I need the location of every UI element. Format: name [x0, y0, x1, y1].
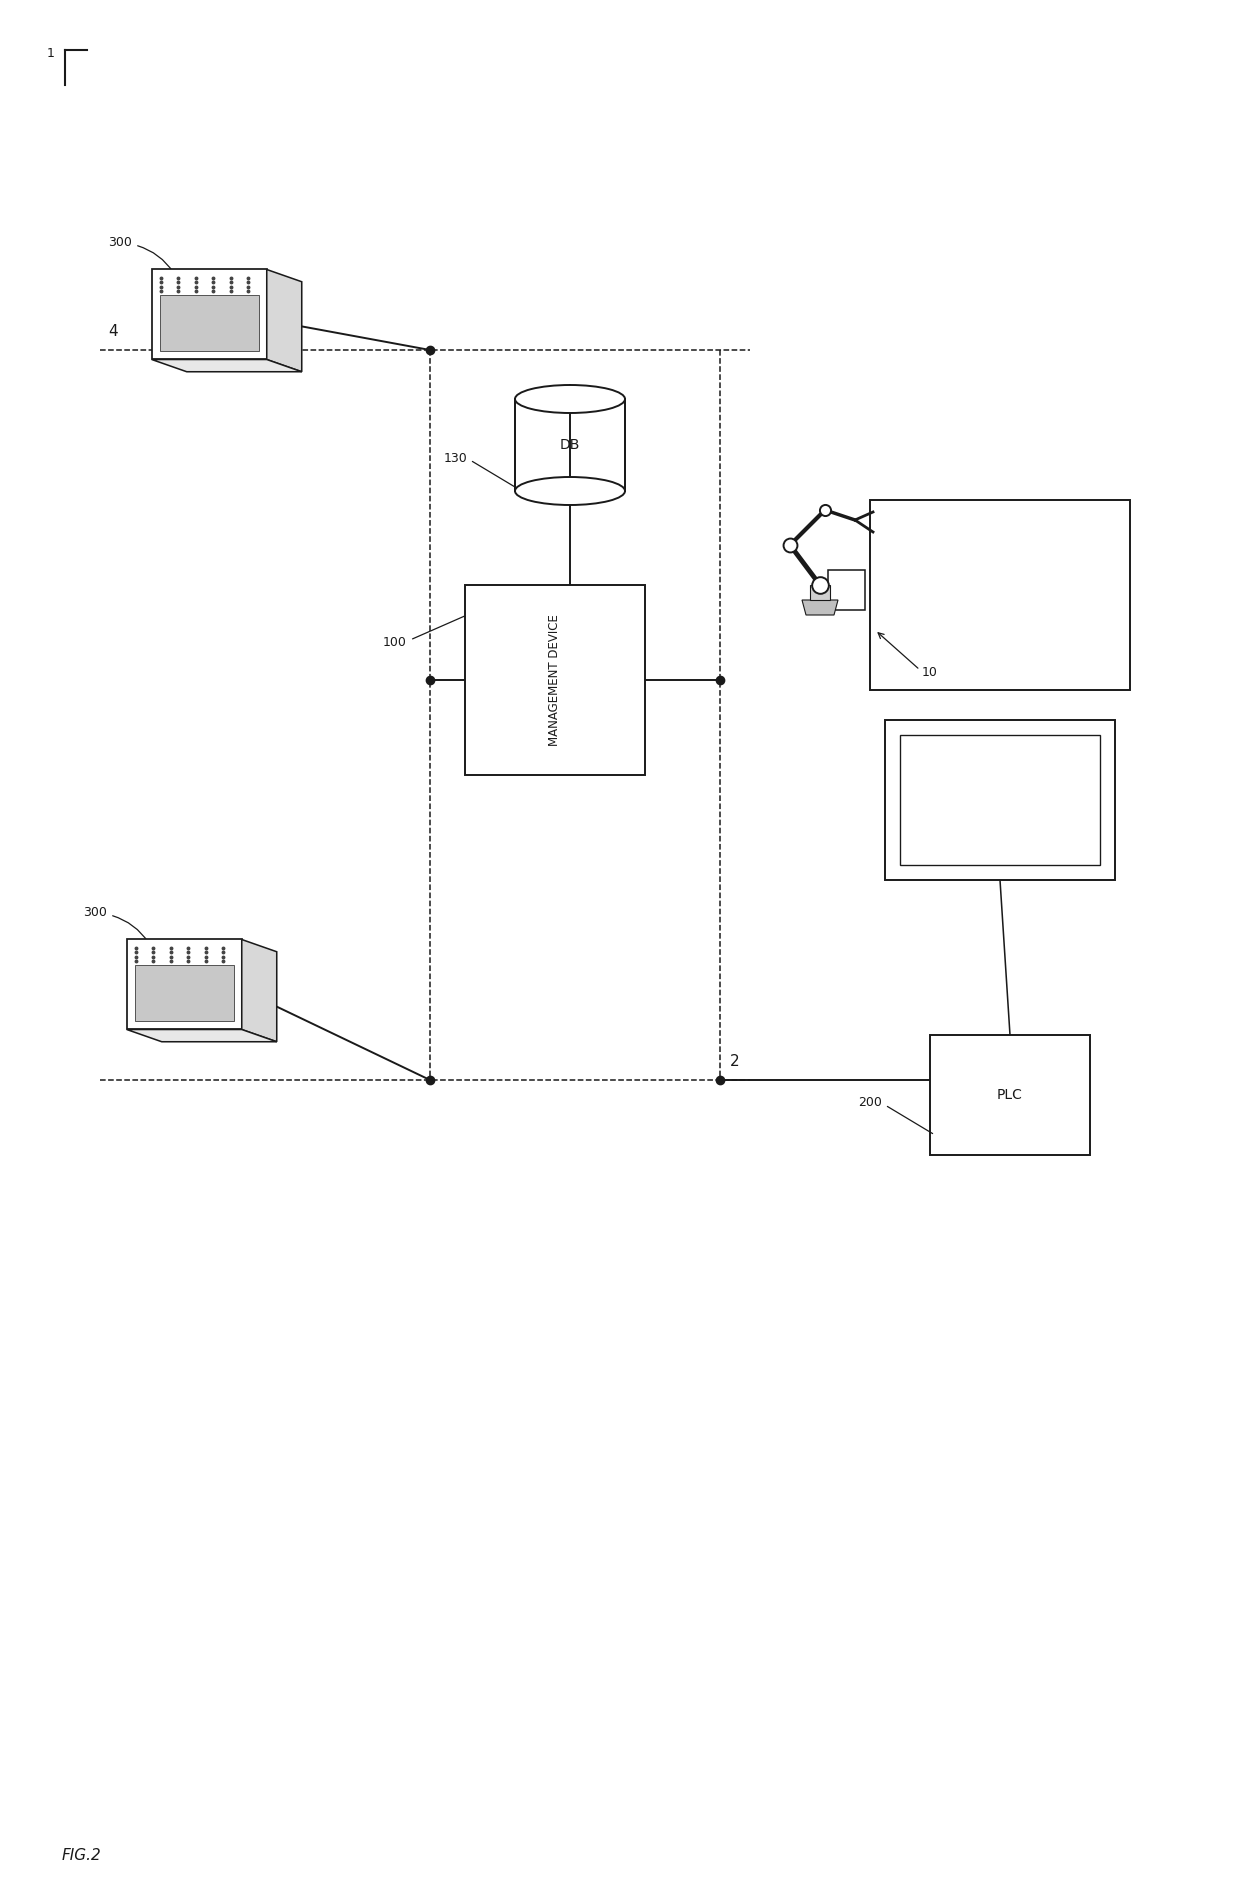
Text: 100: 100	[383, 636, 407, 649]
Text: 1: 1	[47, 47, 55, 61]
Ellipse shape	[515, 477, 625, 505]
Bar	[900, 734, 1100, 865]
Text: 4: 4	[108, 324, 118, 339]
Polygon shape	[267, 269, 301, 371]
Text: DB: DB	[559, 439, 580, 452]
Text: 300: 300	[108, 236, 131, 250]
Polygon shape	[126, 1029, 277, 1042]
Text: 200: 200	[858, 1097, 882, 1109]
Polygon shape	[151, 269, 267, 359]
Polygon shape	[802, 600, 838, 615]
Polygon shape	[828, 569, 866, 609]
Text: 2: 2	[730, 1054, 739, 1069]
Polygon shape	[135, 965, 234, 1022]
Polygon shape	[126, 940, 242, 1029]
Text: 130: 130	[443, 452, 467, 465]
Polygon shape	[160, 295, 259, 352]
Polygon shape	[151, 359, 301, 371]
Polygon shape	[242, 940, 277, 1042]
Text: MANAGEMENT DEVICE: MANAGEMENT DEVICE	[548, 615, 562, 745]
Text: 10: 10	[923, 666, 937, 679]
Text: FIG.2: FIG.2	[62, 1848, 102, 1864]
Bar	[885, 721, 1115, 880]
Polygon shape	[810, 585, 830, 600]
Bar	[930, 1035, 1090, 1154]
Text: PLC: PLC	[997, 1088, 1023, 1101]
Ellipse shape	[515, 384, 625, 412]
Bar	[516, 399, 625, 492]
Bar	[870, 499, 1130, 691]
Text: 300: 300	[83, 906, 107, 920]
Bar	[465, 585, 645, 776]
